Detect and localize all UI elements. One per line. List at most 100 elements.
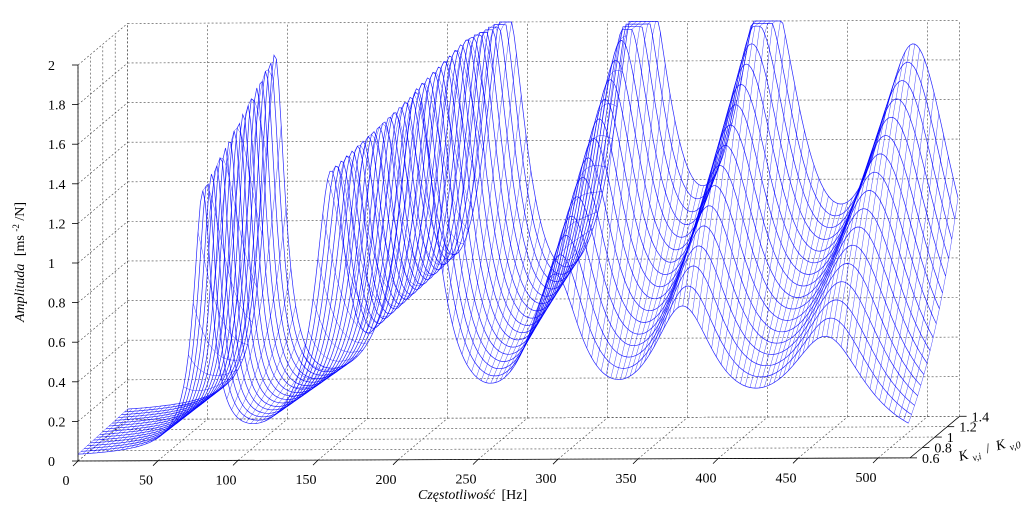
x-tick-label: 300 bbox=[536, 472, 557, 487]
mesh-cross-line bbox=[82, 408, 133, 455]
mesh-cross-line bbox=[192, 303, 243, 361]
mesh-cross-line bbox=[591, 21, 642, 358]
mesh-cross-line bbox=[437, 38, 488, 239]
mesh-cross-line bbox=[519, 266, 570, 357]
mesh-cross-line bbox=[682, 121, 733, 306]
x-tick-label: 350 bbox=[616, 472, 637, 487]
mesh-cross-line bbox=[720, 20, 771, 365]
x-tick-mark bbox=[152, 460, 159, 466]
mesh-cross-line bbox=[581, 21, 632, 337]
mesh-line bbox=[115, 32, 946, 421]
mesh-cross-line bbox=[562, 135, 613, 283]
mesh-cross-line bbox=[130, 403, 181, 449]
grid-left-horizontal bbox=[77, 23, 128, 66]
mesh-cross-line bbox=[672, 156, 724, 313]
y-tick-label: 1 bbox=[48, 257, 55, 272]
x-tick-mark bbox=[632, 458, 639, 465]
mesh-cross-line bbox=[596, 21, 647, 366]
mesh-cross-line bbox=[730, 20, 781, 377]
mesh-cross-line bbox=[648, 184, 700, 356]
mesh-cross-line bbox=[221, 69, 272, 382]
mesh-cross-line bbox=[303, 354, 354, 371]
y-tick-label: 1.8 bbox=[48, 99, 66, 114]
mesh-cross-line bbox=[480, 170, 532, 381]
x-tick-mark bbox=[72, 460, 79, 467]
mesh-cross-line bbox=[216, 98, 268, 351]
mesh-cross-line bbox=[140, 401, 191, 446]
x-tick-mark bbox=[872, 457, 879, 464]
mesh-cross-line bbox=[500, 250, 551, 381]
surface-mesh bbox=[77, 20, 959, 455]
mesh-cross-line bbox=[341, 145, 392, 263]
mesh-cross-line bbox=[620, 93, 671, 380]
grid-back-horizontal bbox=[127, 336, 960, 341]
mesh-cross-line bbox=[365, 92, 416, 333]
mesh-cross-line bbox=[279, 367, 330, 411]
mesh-line bbox=[77, 88, 909, 455]
mesh-cross-line bbox=[740, 59, 791, 384]
mesh-cross-line bbox=[639, 171, 690, 369]
mesh-cross-line bbox=[653, 185, 704, 347]
mesh-cross-line bbox=[768, 178, 820, 386]
grid-left-horizontal bbox=[77, 260, 128, 303]
x-axis-title: Częstotliwość [Hz] bbox=[418, 488, 527, 503]
mesh-cross-line bbox=[485, 198, 536, 383]
mesh-cross-line bbox=[495, 238, 546, 383]
mesh-cross-line bbox=[783, 201, 834, 376]
mesh-cross-line bbox=[274, 366, 325, 416]
mesh-cross-line bbox=[413, 94, 464, 245]
mesh-cross-line bbox=[317, 258, 368, 344]
x-tick-label: 400 bbox=[696, 472, 717, 487]
mesh-cross-line bbox=[802, 197, 853, 354]
mesh-cross-line bbox=[552, 191, 603, 275]
mesh-line bbox=[112, 34, 943, 424]
mesh-cross-line bbox=[289, 367, 339, 398]
mesh-cross-line bbox=[111, 405, 162, 452]
grid-left-horizontal bbox=[77, 379, 128, 422]
mesh-cross-line bbox=[370, 102, 421, 333]
x-tick-label: 500 bbox=[856, 471, 877, 486]
grid-floor-z bbox=[115, 426, 948, 431]
grid-floor-z bbox=[90, 447, 923, 451]
mesh-cross-line bbox=[135, 402, 186, 448]
y-tick-label: 1.6 bbox=[48, 138, 66, 153]
mesh-cross-line bbox=[207, 157, 258, 289]
x-axis-line bbox=[77, 457, 911, 462]
mesh-cross-line bbox=[92, 407, 143, 454]
mesh-cross-line bbox=[759, 149, 810, 388]
mesh-cross-line bbox=[173, 386, 224, 419]
x-tick-mark bbox=[392, 459, 399, 466]
mesh-cross-line bbox=[557, 165, 608, 276]
mesh-cross-line bbox=[615, 64, 666, 380]
mesh-cross-line bbox=[87, 408, 138, 454]
mesh-cross-line bbox=[634, 158, 685, 373]
mesh-cross-line bbox=[850, 62, 901, 361]
mesh-cross-line bbox=[322, 213, 373, 335]
mesh-cross-line bbox=[188, 354, 239, 376]
mesh-cross-line bbox=[101, 406, 152, 453]
mesh-cross-line bbox=[903, 177, 954, 421]
mesh-line bbox=[118, 28, 950, 418]
mesh-cross-line bbox=[701, 26, 752, 330]
mesh-cross-line bbox=[212, 127, 263, 301]
mesh-cross-line bbox=[380, 169, 431, 317]
mesh-cross-line bbox=[893, 135, 944, 414]
mesh-cross-line bbox=[452, 21, 503, 325]
mesh-cross-line bbox=[394, 242, 445, 287]
mesh-cross-line bbox=[778, 196, 829, 380]
mesh-line bbox=[127, 20, 959, 410]
x-tick-label: 50 bbox=[139, 474, 153, 489]
mesh-line bbox=[121, 25, 953, 416]
grid-left-horizontal bbox=[77, 339, 128, 383]
z-tick-label: 0.6 bbox=[922, 452, 940, 467]
mesh-cross-line bbox=[749, 108, 800, 388]
mesh-cross-line bbox=[543, 227, 594, 292]
mesh-cross-line bbox=[116, 405, 167, 451]
x-tick-label: 450 bbox=[776, 471, 797, 486]
mesh-cross-line bbox=[821, 158, 872, 337]
mesh-cross-line bbox=[879, 74, 930, 401]
mesh-cross-line bbox=[240, 267, 292, 421]
mesh-cross-line bbox=[265, 360, 316, 422]
mesh-line bbox=[96, 55, 928, 438]
x-tick-mark bbox=[312, 459, 319, 466]
